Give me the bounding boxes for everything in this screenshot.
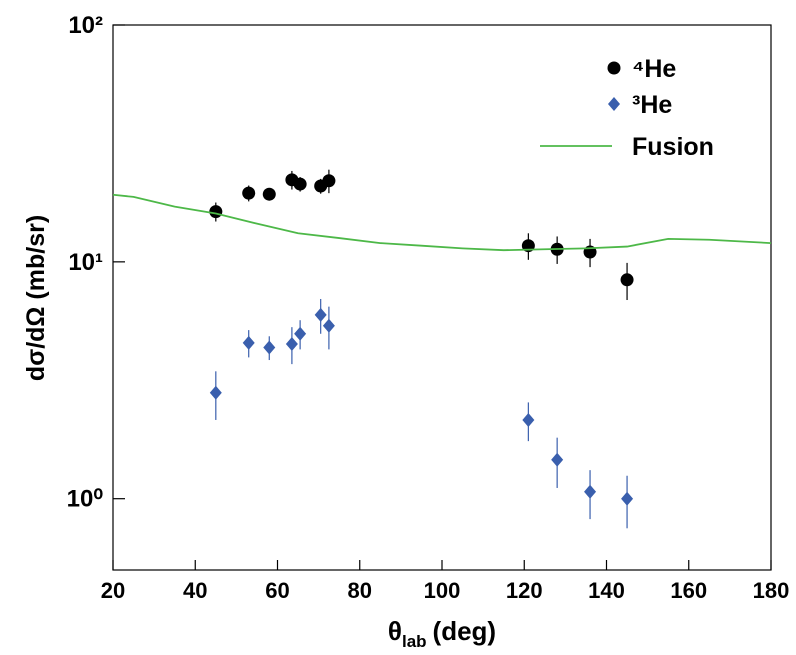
point: [522, 412, 535, 427]
y-tick-label: 10¹: [68, 249, 103, 276]
y-tick-label: 10⁰: [67, 486, 104, 513]
y-axis-label: dσ/dΩ (mb/sr): [22, 215, 50, 381]
legend-marker: [608, 97, 620, 111]
point: [285, 336, 298, 351]
x-tick-label: 20: [101, 578, 125, 603]
point: [584, 484, 597, 499]
legend-label: ⁴He: [632, 55, 676, 83]
point: [209, 385, 222, 400]
x-axis-label: θlab (deg): [388, 616, 496, 650]
plot-frame: [112, 24, 772, 571]
legend-label: Fusion: [632, 133, 714, 161]
point: [262, 187, 276, 201]
x-tick-label: 180: [753, 578, 790, 603]
point: [620, 273, 634, 287]
x-tick-label: 60: [265, 578, 289, 603]
y-tick-label: 10²: [68, 12, 103, 39]
point: [242, 186, 256, 200]
legend-label: ³He: [632, 91, 672, 119]
x-tick-label: 80: [348, 578, 372, 603]
point: [242, 335, 255, 350]
point: [209, 205, 223, 219]
x-tick-label: 140: [588, 578, 625, 603]
point: [294, 326, 307, 341]
x-label-symbol: θ: [388, 616, 402, 646]
point: [263, 340, 276, 355]
x-tick-label: 120: [506, 578, 543, 603]
point: [322, 318, 335, 333]
x-tick-label: 40: [183, 578, 207, 603]
x-tick-label: 160: [670, 578, 707, 603]
fusion-line: [112, 193, 772, 252]
point: [551, 452, 564, 467]
point: [293, 177, 307, 191]
x-label-subscript: lab: [402, 632, 427, 650]
x-label-unit: (deg): [433, 616, 497, 646]
point: [322, 174, 336, 188]
legend-marker: [607, 61, 621, 75]
point: [621, 491, 634, 506]
point: [314, 307, 327, 322]
x-tick-label: 100: [424, 578, 461, 603]
